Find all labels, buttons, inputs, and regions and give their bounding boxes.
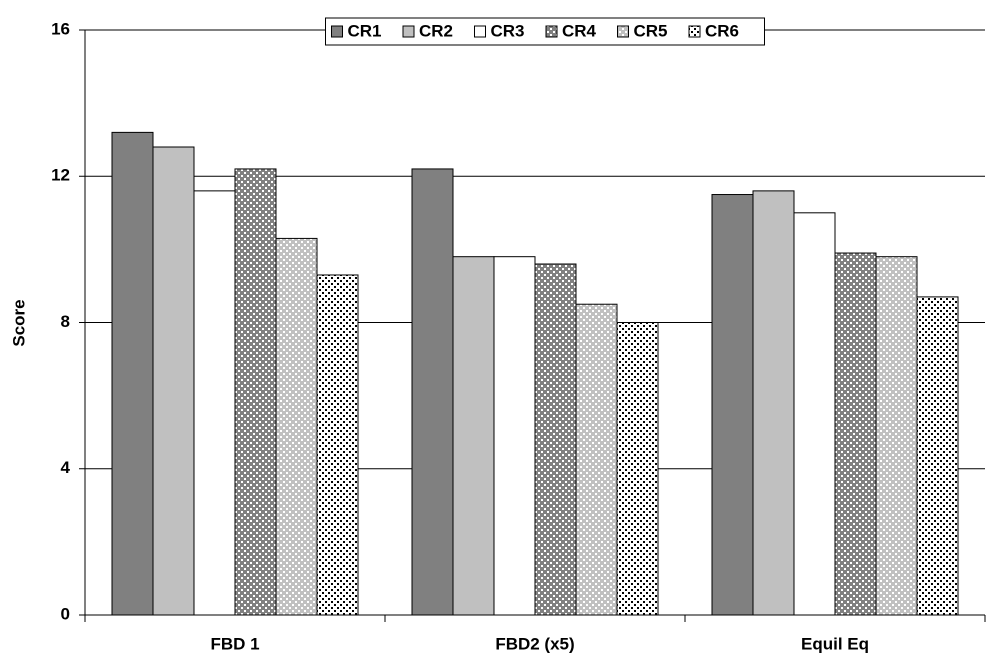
y-tick-label: 12 [51,166,70,185]
bar [711,194,754,616]
legend-label: CR6 [705,21,739,40]
y-tick-label: 0 [61,604,70,623]
x-tick-label: FBD2 (x5) [495,634,574,653]
bar [875,256,918,616]
legend-label: CR1 [348,21,382,40]
y-tick-label: 8 [61,312,70,331]
bar [534,263,577,616]
legend-swatch [545,25,558,38]
legend-label: CR5 [634,21,668,40]
legend: CR1 CR2 CR3 CR4 CR5 CR6 [325,17,765,46]
y-axis-label: Score [9,299,28,346]
bar [834,252,877,616]
legend-swatch [331,25,343,38]
legend-swatch [617,25,629,38]
bar [411,168,454,616]
bar [193,190,236,616]
y-tick-label: 16 [51,19,70,38]
bar [316,274,359,616]
bar [916,296,959,616]
bar [152,146,195,616]
x-tick-label: FBD 1 [210,634,259,653]
legend-label: CR4 [562,21,597,40]
legend-swatch [688,25,701,38]
bar [452,256,495,616]
bar [275,237,318,616]
bar [111,131,154,616]
legend-swatch [474,25,486,38]
bar [752,190,795,616]
legend-label: CR2 [419,21,453,40]
bar [493,256,536,616]
bar [616,322,659,616]
bar [575,303,618,616]
bar [234,168,277,616]
legend-swatch [402,25,415,38]
legend-label: CR3 [491,21,525,40]
x-tick-label: Equil Eq [801,634,869,653]
y-tick-label: 4 [61,458,71,477]
bar [793,212,836,616]
